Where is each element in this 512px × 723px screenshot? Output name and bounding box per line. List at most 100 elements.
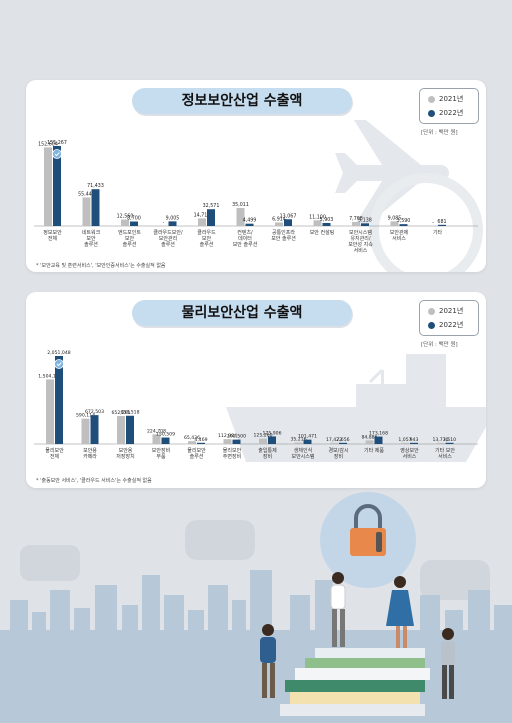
category-label: 보안: [86, 235, 96, 242]
category-label: 전체: [50, 453, 60, 460]
category-label: 보안용: [119, 447, 133, 454]
chart-legend: 2021년 2022년: [419, 88, 479, 124]
bar-2021: [401, 442, 409, 444]
category-label: 보안성 지속: [348, 241, 373, 248]
category-label: 보안 컨설팅: [310, 229, 335, 236]
bar-2021: [294, 442, 303, 444]
category-label: 저장장치: [116, 453, 134, 460]
data-label: 173,168: [369, 431, 388, 437]
lock-backdrop-circle: [320, 492, 416, 588]
bar-2021: [352, 221, 360, 226]
legend-swatch-2021: [428, 307, 435, 315]
bar-2021: [121, 219, 129, 226]
data-label: 175,906: [263, 430, 282, 436]
category-label: 물리보안: [45, 447, 64, 454]
data-label: 7,656: [336, 437, 349, 443]
category-label: 서비스: [392, 235, 406, 242]
person-figure: [441, 628, 455, 699]
bar-2022: [322, 222, 331, 226]
data-label: 5,138: [358, 217, 372, 223]
unit-label: [단위 : 백만 원]: [421, 342, 458, 348]
bar-2022: [55, 356, 63, 444]
legend-swatch-2022: [428, 109, 435, 117]
data-label: 17,422: [326, 437, 342, 443]
bar-2022: [126, 415, 134, 444]
data-label: 8,700: [127, 216, 141, 222]
person-figure: [386, 576, 414, 648]
legend-item-2021: 2021년: [428, 94, 463, 104]
bar-2021: [44, 147, 52, 226]
category-label: 정보보안: [43, 229, 62, 236]
category-label: 클라우드: [197, 229, 216, 236]
data-label: 4,499: [243, 218, 257, 224]
legend-label-2021: 2021년: [439, 307, 464, 315]
category-label: 솔루션: [84, 241, 98, 248]
bar-2022: [232, 439, 241, 444]
data-label: 658,518: [121, 410, 140, 416]
bar-2021: [390, 221, 399, 226]
category-label: 서비스: [354, 247, 368, 254]
bar-2021: [117, 416, 125, 444]
category-label: 공통인프라: [272, 229, 295, 236]
category-label: 주변장비: [223, 453, 241, 460]
category-label: 경보/감시: [328, 447, 348, 454]
bar-2022: [303, 439, 312, 444]
legend-item-2021: 2021년: [428, 306, 463, 316]
data-label: 65,436: [184, 435, 200, 441]
category-label: 보안관리: [159, 235, 177, 242]
person-figure: [260, 624, 276, 698]
category-label: 장비: [334, 453, 343, 460]
data-label: 55,440: [78, 191, 95, 197]
category-label: 서비스: [438, 453, 452, 460]
city-skyline: [0, 570, 512, 723]
bar-2022: [361, 223, 369, 226]
legend-label-2022: 2022년: [439, 109, 464, 117]
bar-2021: [365, 440, 374, 444]
category-label: 보안: [125, 235, 135, 242]
bar-2022: [91, 189, 100, 226]
data-label: 35,011: [232, 202, 249, 208]
data-label: 5,903: [320, 217, 334, 223]
category-label: 보안 솔루션: [271, 235, 296, 242]
category-label: 기타: [433, 229, 443, 236]
bar-2022: [207, 209, 215, 226]
data-label: 13,770: [432, 437, 448, 443]
data-label: 12,560: [117, 214, 134, 220]
data-label: -: [432, 221, 434, 226]
person-figure: [330, 572, 346, 647]
data-label: 224,708: [147, 428, 166, 434]
bar-2022: [445, 442, 454, 444]
bar-2022: [161, 437, 170, 444]
data-label: 4,469: [194, 437, 207, 443]
data-label: -: [163, 221, 165, 226]
category-label: 네트워크: [82, 229, 101, 236]
data-label: 681: [437, 219, 446, 225]
bar-2022: [197, 442, 205, 444]
category-label: 기타 보안: [435, 447, 455, 454]
chart-legend: 2021년 2022년: [419, 300, 479, 336]
legend-swatch-2022: [428, 321, 435, 329]
bar-2021: [46, 379, 54, 444]
check-mark-icon: [54, 152, 60, 157]
category-label: 보안시스템: [291, 453, 314, 460]
data-label: 125,260: [254, 433, 273, 439]
bar-2022: [339, 442, 347, 444]
check-badge-icon: [54, 359, 64, 369]
bar-2021: [81, 418, 90, 444]
data-label: 652,261: [112, 410, 131, 416]
bar-2022: [245, 223, 254, 226]
data-label: 7,768: [349, 216, 363, 222]
category-label: 영상보안: [400, 447, 419, 454]
bar-2021: [236, 207, 245, 226]
chart-title: 물리보안산업 수출액: [132, 300, 352, 326]
category-label: 데이터: [238, 235, 252, 242]
category-label: 보안용: [83, 447, 97, 454]
bar-2022: [410, 442, 418, 444]
data-label: 150,509: [156, 432, 175, 438]
check-mark-icon: [56, 362, 62, 367]
chart-note: * '출동보안 서비스', '클라우드 서비스'는 수출실적 없음: [36, 478, 152, 484]
data-label: 84,886: [361, 434, 377, 440]
data-label: 152,604: [38, 141, 58, 147]
data-label: 1,057: [398, 437, 411, 443]
bar-2021: [188, 441, 196, 444]
